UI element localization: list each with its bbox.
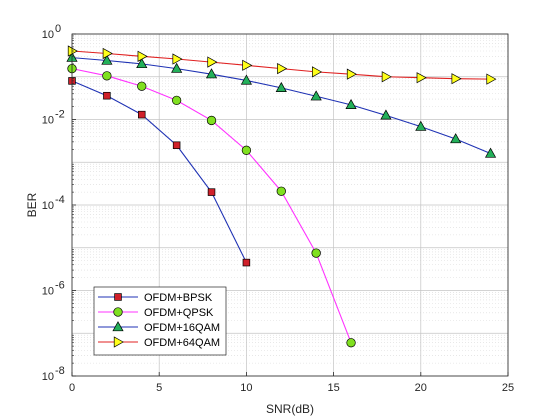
legend-marker (113, 336, 124, 348)
grid (71, 33, 509, 377)
series-ofdm-64qam (67, 45, 497, 85)
data-point (205, 68, 218, 79)
legend-entry: OFDM+QPSK (98, 307, 214, 319)
y-tick-exponent: -6 (55, 280, 65, 292)
y-tick-exponent: -2 (55, 109, 65, 121)
data-point (171, 95, 182, 106)
data-point (346, 338, 356, 348)
series-line (71, 80, 247, 263)
y-tick-label: 10 (42, 371, 54, 383)
data-point (136, 57, 148, 69)
data-point (450, 133, 462, 144)
data-point (277, 63, 288, 75)
data-point (484, 147, 497, 158)
data-point (310, 90, 322, 101)
data-point (138, 110, 146, 119)
data-point (207, 56, 218, 68)
data-point (172, 53, 183, 65)
y-tick-label: 10 (42, 200, 54, 212)
data-point (381, 71, 392, 83)
legend-label: OFDM+64QAM (144, 337, 220, 349)
legend-marker (114, 293, 122, 301)
x-tick-label: 15 (327, 382, 339, 394)
legend-entry: OFDM+64QAM (98, 336, 220, 349)
legend-label: OFDM+QPSK (144, 307, 214, 319)
x-tick-label: 0 (69, 382, 75, 394)
legend: OFDM+BPSK OFDM+QPSK OFDM+16QAM OFDM+64QAM (93, 286, 227, 356)
x-tick-label: 20 (415, 382, 427, 394)
data-point (172, 141, 181, 149)
data-point (101, 54, 113, 65)
x-tick-label: 25 (502, 382, 514, 394)
y-tick-exponent: -4 (55, 194, 65, 206)
x-tick-label: 5 (156, 382, 162, 394)
series-layer (66, 45, 497, 348)
data-point (242, 258, 251, 267)
y-tick-label: 10 (42, 286, 54, 298)
series-ofdm-qpsk (67, 63, 356, 348)
legend-entry: OFDM+16QAM (98, 321, 220, 334)
legend-marker (113, 307, 123, 317)
data-point (206, 115, 217, 126)
series-ofdm-16qam (66, 51, 497, 158)
y-tick-exponent: -8 (55, 365, 65, 377)
y-axis-title: BER (25, 192, 39, 217)
data-point (486, 73, 497, 85)
data-point (102, 47, 113, 60)
data-point (451, 73, 462, 85)
legend-marker (112, 321, 124, 332)
data-point (137, 81, 147, 91)
data-point (346, 68, 357, 80)
data-point (415, 120, 427, 131)
data-point (137, 50, 148, 62)
data-point (380, 109, 392, 120)
y-tick-exponent: 0 (55, 23, 61, 35)
data-point (345, 98, 357, 110)
legend-label: OFDM+BPSK (144, 292, 213, 304)
y-tick-label: 10 (42, 29, 54, 41)
data-point (275, 81, 287, 92)
data-point (102, 71, 112, 81)
data-point (103, 91, 111, 100)
data-point (276, 186, 286, 196)
data-point (312, 66, 323, 78)
data-point (240, 74, 252, 85)
data-point (242, 59, 253, 71)
data-point (207, 188, 216, 196)
data-point (241, 145, 252, 155)
data-point (416, 72, 427, 84)
y-tick-label: 10 (42, 115, 54, 127)
legend-label: OFDM+16QAM (144, 322, 220, 334)
x-tick-label: 10 (240, 382, 252, 394)
data-point (171, 62, 183, 73)
legend-entry: OFDM+BPSK (98, 292, 213, 304)
data-point (311, 248, 321, 258)
x-axis-title: SNR(dB) (266, 402, 314, 416)
